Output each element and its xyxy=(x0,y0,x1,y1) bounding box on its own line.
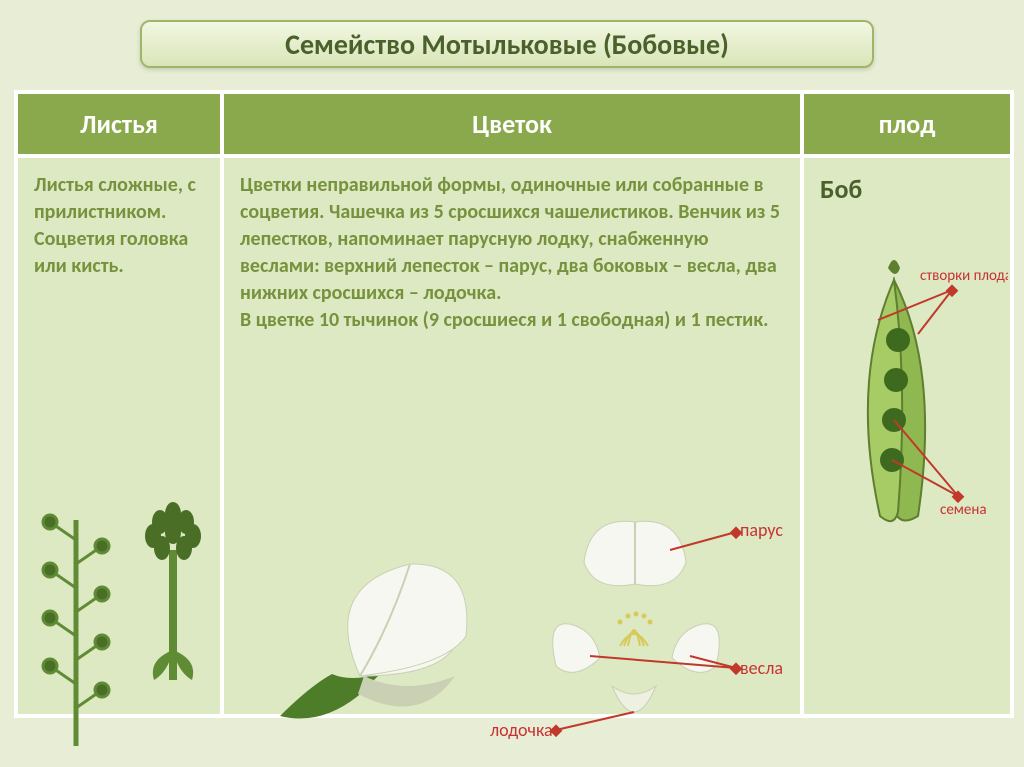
cell-fruit-text: Боб xyxy=(820,172,994,207)
flower-diagram: парус весла лодочка xyxy=(240,506,788,746)
th-leaves: Листья xyxy=(16,92,222,156)
label-parus: парус xyxy=(740,519,783,541)
inflorescence-diagram xyxy=(28,480,218,750)
title-banner: Семейство Мотыльковые (Бобовые) xyxy=(140,20,874,68)
cell-leaves-text: Листья сложные, с прилистником. Соцветия… xyxy=(34,172,204,280)
label-semena: семена xyxy=(940,501,987,519)
label-vesla: весла xyxy=(740,657,783,679)
page-title: Семейство Мотыльковые (Бобовые) xyxy=(285,27,729,62)
th-flower: Цветок xyxy=(222,92,802,156)
label-stvorki: створки плода xyxy=(920,267,1008,285)
label-lodochka: лодочка xyxy=(490,719,553,741)
pod-diagram: створки плода семена xyxy=(832,250,1008,550)
th-fruit: плод xyxy=(802,92,1012,156)
cell-flower-text: Цветки неправильной формы, одиночные или… xyxy=(240,172,784,334)
